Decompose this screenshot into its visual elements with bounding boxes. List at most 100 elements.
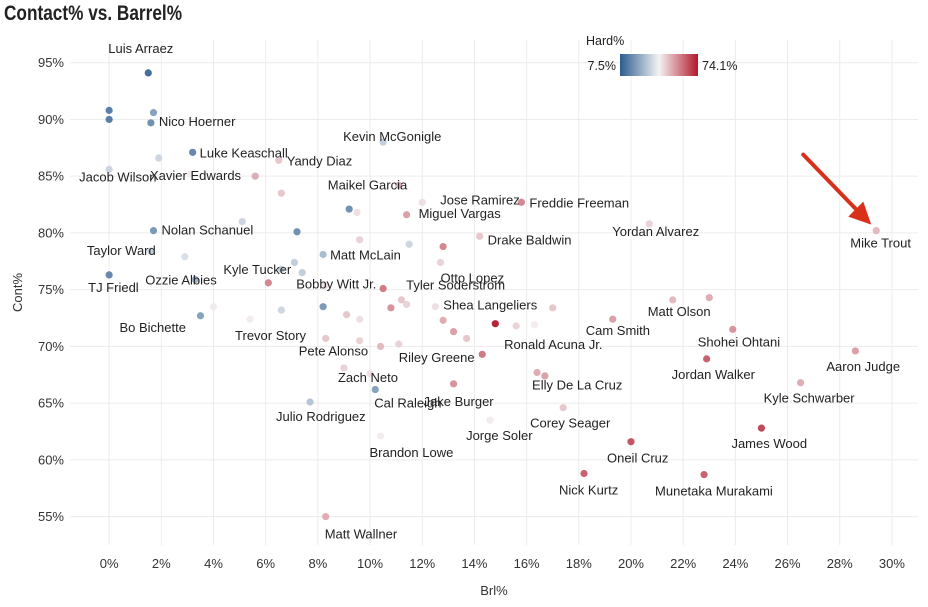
scatter-point (491, 320, 499, 328)
scatter-point (186, 170, 194, 178)
scatter-point (342, 311, 351, 319)
scatter-point (144, 69, 152, 77)
point-label: Kyle Schwarber (764, 391, 856, 406)
point-label: Elly De La Cruz (532, 378, 622, 393)
point-label: Pete Alonso (299, 343, 368, 358)
scatter-point (209, 303, 218, 311)
scatter-point (700, 471, 708, 479)
point-label: Luis Arraez (108, 41, 173, 56)
point-label: Corey Seager (530, 416, 611, 431)
point-label: Matt Wallner (325, 527, 398, 542)
point-label: Drake Baldwin (488, 232, 572, 247)
point-label: Tyler Soderstrom (406, 278, 505, 293)
scatter-point (872, 227, 880, 235)
scatter-point (319, 303, 327, 311)
point-label: Ozzie Albies (145, 272, 217, 287)
scatter-point (264, 279, 272, 287)
scatter-point (517, 198, 525, 206)
scatter-point (669, 296, 677, 304)
point-label: Matt Olson (648, 304, 711, 319)
point-label: Freddie Freeman (529, 195, 629, 210)
point-label: Brandon Lowe (369, 445, 453, 460)
scatter-point (530, 321, 539, 329)
point-label: Luke Keaschall (200, 145, 288, 160)
point-label: Otto Lopez (441, 270, 505, 285)
scatter-point (356, 315, 364, 323)
point-label: Zach Neto (338, 370, 398, 385)
scatter-point (306, 398, 314, 406)
scatter-point (757, 424, 766, 432)
point-label: Jordan Walker (672, 367, 756, 382)
scatter-point (105, 106, 113, 114)
scatter-point (402, 300, 411, 309)
point-label: Bo Bichette (119, 320, 186, 335)
scatter-point (356, 337, 364, 345)
point-label: Munetaka Murakami (655, 484, 773, 499)
x-tick-label: 10% (357, 556, 383, 571)
scatter-point (463, 334, 471, 343)
point-label: Kyle Tucker (223, 262, 292, 277)
scatter-point (322, 513, 330, 521)
point-label: Shohei Ohtani (698, 334, 781, 349)
legend-color-bar (620, 54, 698, 76)
scatter-point (379, 284, 387, 293)
x-tick-label: 8% (308, 556, 327, 571)
data-points (105, 69, 880, 521)
scatter-point (181, 253, 189, 261)
scatter-point (298, 269, 306, 277)
point-label: Shea Langeliers (443, 298, 537, 313)
legend-max-label: 74.1% (702, 59, 737, 73)
point-label: TJ Friedl (88, 280, 139, 295)
scatter-point (105, 271, 113, 279)
color-legend: Hard% 7.5% 74.1% (586, 34, 737, 76)
x-tick-label: 16% (514, 556, 540, 571)
scatter-point (627, 438, 635, 446)
y-tick-label: 75% (38, 282, 64, 297)
axis-ticks: 0% 2% 4% 6% 8% 10% 12% 14% 16% 18% 20% 22% 24% 26% 28%… (38, 55, 905, 571)
scatter-point (449, 328, 458, 336)
scatter-point (397, 296, 405, 304)
scatter-point (729, 325, 737, 333)
x-tick-label: 20% (618, 556, 644, 571)
x-tick-label: 26% (775, 556, 801, 571)
scatter-point (345, 205, 353, 213)
scatter-point (277, 265, 285, 273)
scatter-point (105, 165, 113, 173)
scatter-point (431, 303, 439, 311)
scatter-point (512, 322, 520, 330)
annotation-arrow (801, 152, 872, 225)
y-tick-label: 95% (38, 55, 64, 70)
point-label: Xavier Edwards (150, 168, 242, 183)
scatter-point (851, 347, 859, 355)
grid (70, 40, 918, 545)
x-tick-label: 24% (722, 556, 748, 571)
x-tick-label: 14% (461, 556, 487, 571)
point-label: Mike Trout (850, 236, 911, 251)
scatter-point (319, 250, 327, 259)
point-label: Taylor Ward (87, 243, 156, 258)
scatter-point (149, 227, 158, 235)
chart-title: Contact% vs. Barrel% (4, 2, 183, 25)
scatter-point (322, 334, 330, 343)
scatter-point (439, 316, 447, 324)
point-label: Cal Raleigh (374, 396, 441, 411)
y-tick-label: 65% (38, 396, 64, 411)
point-label: Cam Smith (586, 323, 650, 338)
point-label: Aaron Judge (826, 359, 900, 374)
scatter-point (293, 228, 301, 236)
scatter-point (277, 306, 285, 314)
y-tick-label: 60% (38, 452, 64, 467)
scatter-point (189, 148, 197, 156)
scatter-point (353, 208, 361, 217)
point-labels: Luis Arraez Nico Hoerner Luke Keaschall Jac… (79, 41, 911, 542)
point-label: Bobby Witt Jr. (296, 277, 376, 292)
point-label: Nico Hoerner (159, 114, 236, 129)
legend-title: Hard% (586, 34, 624, 48)
scatter-point (366, 370, 374, 378)
y-tick-label: 85% (38, 169, 64, 184)
scatter-point (105, 115, 113, 124)
scatter-point (439, 242, 447, 251)
point-label: Julio Rodriguez (276, 409, 366, 424)
point-label: Miguel Vargas (419, 206, 502, 221)
scatter-point (395, 340, 403, 348)
